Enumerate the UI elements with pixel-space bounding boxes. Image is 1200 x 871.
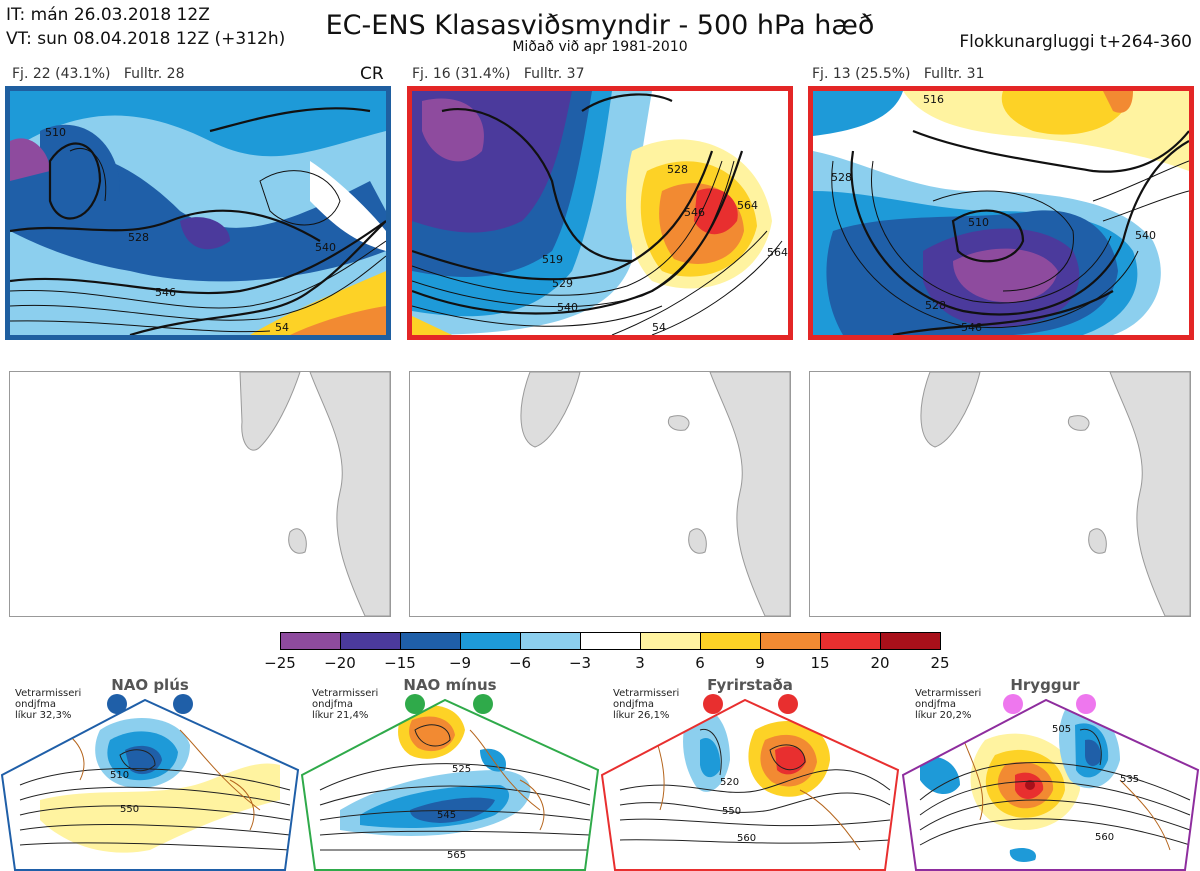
colorbar-cell bbox=[280, 632, 341, 650]
colorbar-tick-label: 25 bbox=[930, 654, 950, 672]
regime-4-marker bbox=[1076, 694, 1096, 714]
regime-2-stat: Vetrarmisseri ondjfma líkur 21,4% bbox=[312, 688, 379, 721]
cluster-3-contour-label: 546 bbox=[961, 321, 982, 334]
regime-4-contour-label: 560 bbox=[1095, 832, 1114, 843]
colorbar-cell bbox=[520, 632, 581, 650]
colorbar-cell bbox=[580, 632, 641, 650]
cluster-3-contour-label: 528 bbox=[831, 171, 852, 184]
colorbar-tick-label: 3 bbox=[635, 654, 645, 672]
colorbar-tick-label: 20 bbox=[870, 654, 890, 672]
colorbar-tick-label: 9 bbox=[755, 654, 765, 672]
cluster-2-contour-label: 528 bbox=[667, 163, 688, 176]
cluster-3-contour-label: 510 bbox=[968, 216, 989, 229]
regime-1-contour-label: 550 bbox=[120, 804, 139, 815]
cluster-1-contour-label: 510 bbox=[45, 126, 66, 139]
cluster-2-contour-label: 564 bbox=[737, 199, 758, 212]
cluster-1-contour-label: 528 bbox=[128, 231, 149, 244]
regime-3-contour-label: 550 bbox=[722, 806, 741, 817]
cluster-2-contour-label: 546 bbox=[684, 206, 705, 219]
cluster-2-contour-label: 529 bbox=[552, 277, 573, 290]
regime-maps: 510 550 525 545 565 bbox=[0, 698, 1200, 871]
cluster-3-label: Fj. 13 (25.5%) Fulltr. 31 bbox=[812, 66, 985, 82]
regime-4-contour-label: 535 bbox=[1120, 774, 1139, 785]
regime-3-title: Fyrirstaða bbox=[707, 676, 793, 694]
colorbar-tick-label: −25 bbox=[264, 654, 296, 672]
regime-1-map: 510 550 bbox=[2, 700, 298, 870]
regime-4-contour-label: 505 bbox=[1052, 724, 1071, 735]
observed-map-2[interactable] bbox=[409, 371, 791, 617]
regime-3-contour-label: 560 bbox=[737, 833, 756, 844]
regime-1-marker bbox=[173, 694, 193, 714]
regime-4-stat: Vetrarmisseri ondjfma líkur 20,2% bbox=[915, 688, 982, 721]
regime-3-contour-label: 520 bbox=[720, 777, 739, 788]
init-time: IT: mán 26.03.2018 12Z bbox=[6, 5, 210, 25]
regime-2-marker bbox=[405, 694, 425, 714]
colorbar-cell bbox=[340, 632, 401, 650]
regime-4-marker bbox=[1003, 694, 1023, 714]
cluster-3-contour-label: 540 bbox=[1135, 229, 1156, 242]
regime-2-title: NAO mínus bbox=[403, 676, 497, 694]
colorbar-cell bbox=[400, 632, 461, 650]
colorbar-tick-label: 15 bbox=[810, 654, 830, 672]
regime-2-contour-label: 545 bbox=[437, 810, 456, 821]
observed-map-1[interactable] bbox=[9, 371, 391, 617]
cluster-1-tag: CR bbox=[360, 64, 384, 84]
colorbar-tick-label: −6 bbox=[508, 654, 532, 672]
cluster-2-map[interactable]: 528 546 564 519 529 540 54 564 bbox=[407, 86, 793, 340]
cluster-1-contour-label: 54 bbox=[275, 321, 289, 334]
colorbar-cell bbox=[760, 632, 821, 650]
cluster-1-contour-label: 546 bbox=[155, 286, 176, 299]
regime-1-marker bbox=[107, 694, 127, 714]
cluster-3-contour-label: 528 bbox=[925, 299, 946, 312]
regime-3-map: 520 550 560 bbox=[602, 700, 898, 870]
colorbar-cell bbox=[640, 632, 701, 650]
regime-1-title: NAO plús bbox=[111, 676, 189, 694]
cluster-3-map[interactable]: 516 528 510 540 546 528 bbox=[808, 86, 1194, 340]
colorbar-cell bbox=[880, 632, 941, 650]
colorbar-cell bbox=[460, 632, 521, 650]
regime-3-marker bbox=[778, 694, 798, 714]
cluster-3-contour-label: 516 bbox=[923, 93, 944, 106]
regime-2-contour-label: 565 bbox=[447, 850, 466, 861]
cluster-1-map[interactable]: 510 528 540 546 54 bbox=[5, 86, 391, 340]
colorbar-tick-label: −3 bbox=[568, 654, 592, 672]
regime-3-stat: Vetrarmisseri ondjfma líkur 26,1% bbox=[613, 688, 680, 721]
page-subtitle: Miðað við apr 1981-2010 bbox=[512, 39, 688, 55]
cluster-2-contour-label: 540 bbox=[557, 301, 578, 314]
cluster-2-label: Fj. 16 (31.4%) Fulltr. 37 bbox=[412, 66, 585, 82]
colorbar-tick-label: −15 bbox=[384, 654, 416, 672]
regime-1-contour-label: 510 bbox=[110, 770, 129, 781]
colorbar-tick-label: −20 bbox=[324, 654, 356, 672]
valid-time: VT: sun 08.04.2018 12Z (+312h) bbox=[6, 29, 286, 49]
regime-4-map: 505 535 560 bbox=[903, 700, 1198, 870]
cluster-2-contour-label: 564 bbox=[767, 246, 788, 259]
colorbar-tick-label: −9 bbox=[448, 654, 472, 672]
page-title: EC-ENS Klasasviðsmyndir - 500 hPa hæð bbox=[325, 10, 875, 41]
observed-map-3[interactable] bbox=[809, 371, 1191, 617]
regime-3-marker bbox=[703, 694, 723, 714]
colorbar-tick-label: 6 bbox=[695, 654, 705, 672]
regime-2-marker bbox=[473, 694, 493, 714]
regime-4-title: Hryggur bbox=[1010, 676, 1080, 694]
cluster-1-label: Fj. 22 (43.1%) Fulltr. 28 bbox=[12, 66, 185, 82]
regime-1-stat: Vetrarmisseri ondjfma líkur 32,3% bbox=[15, 688, 82, 721]
colorbar-cell bbox=[700, 632, 761, 650]
colorbar-cell bbox=[820, 632, 881, 650]
window-label: Flokkunargluggi t+264-360 bbox=[959, 32, 1192, 52]
regime-2-contour-label: 525 bbox=[452, 764, 471, 775]
cluster-2-contour-label: 54 bbox=[652, 321, 666, 334]
regime-2-map: 525 545 565 bbox=[302, 700, 598, 870]
cluster-2-contour-label: 519 bbox=[542, 253, 563, 266]
cluster-1-contour-label: 540 bbox=[315, 241, 336, 254]
